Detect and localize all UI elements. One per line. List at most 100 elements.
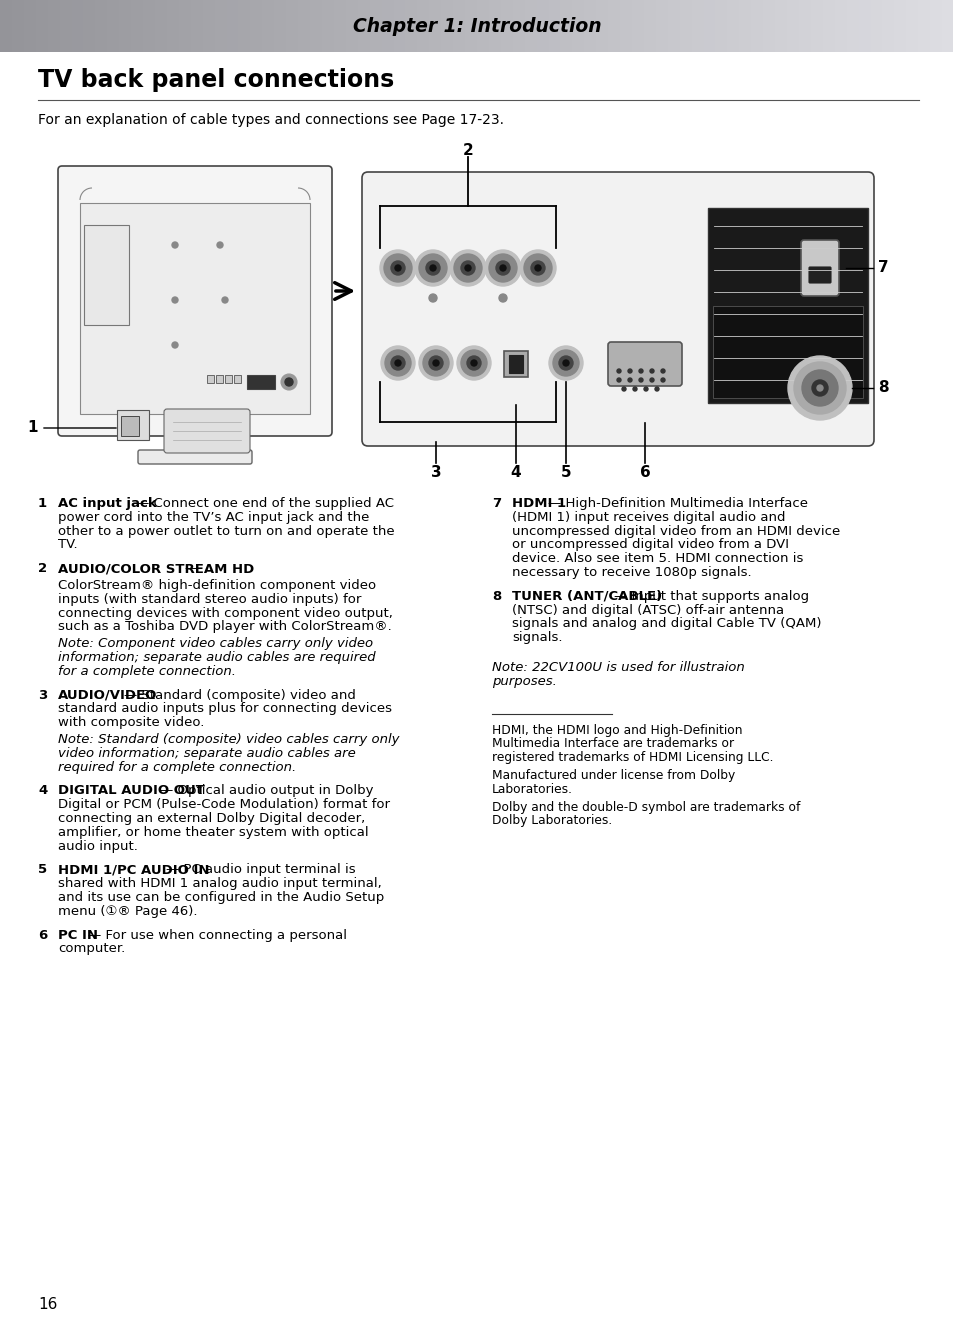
Text: — Optical audio output in Dolby: — Optical audio output in Dolby: [160, 784, 374, 798]
Text: 1: 1: [38, 497, 47, 510]
Circle shape: [553, 350, 578, 375]
Circle shape: [484, 250, 520, 286]
Bar: [643, 0, 657, 52]
Text: Chapter 1: Introduction: Chapter 1: Introduction: [353, 16, 600, 36]
Text: 16: 16: [38, 1297, 57, 1312]
Bar: [202, 0, 215, 52]
Bar: [512, 0, 525, 52]
Bar: [464, 0, 477, 52]
Bar: [167, 432, 223, 454]
Bar: [619, 0, 633, 52]
Text: such as a Toshiba DVD player with ColorStream®.: such as a Toshiba DVD player with ColorS…: [58, 620, 392, 633]
Text: signals and analog and digital Cable TV (QAM): signals and analog and digital Cable TV …: [512, 617, 821, 631]
Bar: [274, 0, 287, 52]
Bar: [429, 0, 442, 52]
Bar: [905, 0, 919, 52]
Circle shape: [639, 369, 642, 373]
Circle shape: [639, 378, 642, 382]
Bar: [215, 375, 223, 383]
Bar: [381, 0, 395, 52]
Bar: [667, 0, 680, 52]
Circle shape: [429, 294, 436, 302]
Circle shape: [471, 359, 476, 366]
Text: Manufactured under license from Dolby: Manufactured under license from Dolby: [492, 770, 735, 782]
Bar: [84, 224, 129, 325]
Text: 1: 1: [28, 421, 38, 436]
Circle shape: [801, 370, 837, 406]
Circle shape: [395, 359, 400, 366]
Bar: [929, 0, 943, 52]
Circle shape: [430, 265, 436, 271]
Bar: [369, 0, 382, 52]
FancyBboxPatch shape: [58, 166, 332, 436]
Bar: [810, 0, 823, 52]
Text: 6: 6: [639, 465, 650, 480]
Bar: [95, 0, 109, 52]
Bar: [59, 0, 72, 52]
Text: (HDMI 1) input receives digital audio and: (HDMI 1) input receives digital audio an…: [512, 510, 784, 524]
FancyBboxPatch shape: [801, 240, 838, 297]
Bar: [503, 351, 527, 377]
Bar: [834, 0, 847, 52]
Circle shape: [787, 355, 851, 420]
Text: shared with HDMI 1 analog audio input terminal,: shared with HDMI 1 analog audio input te…: [58, 878, 381, 890]
Circle shape: [460, 350, 486, 375]
Circle shape: [660, 369, 664, 373]
Bar: [762, 0, 776, 52]
Circle shape: [380, 346, 415, 379]
Bar: [712, 306, 862, 398]
Circle shape: [456, 346, 491, 379]
Text: 8: 8: [877, 381, 887, 395]
Circle shape: [467, 355, 480, 370]
Bar: [238, 0, 252, 52]
Text: Note: Standard (composite) video cables carry only: Note: Standard (composite) video cables …: [58, 733, 399, 745]
Text: purposes.: purposes.: [492, 675, 557, 688]
Circle shape: [418, 346, 453, 379]
Bar: [405, 0, 418, 52]
Bar: [774, 0, 787, 52]
Text: TUNER (ANT/CABLE): TUNER (ANT/CABLE): [512, 589, 661, 603]
Text: (NTSC) and digital (ATSC) off-air antenna: (NTSC) and digital (ATSC) off-air antenn…: [512, 604, 783, 617]
Bar: [845, 0, 859, 52]
Bar: [24, 0, 37, 52]
Bar: [247, 375, 274, 389]
Text: Dolby and the double-D symbol are trademarks of: Dolby and the double-D symbol are tradem…: [492, 800, 800, 814]
Bar: [739, 0, 752, 52]
Bar: [798, 0, 811, 52]
Text: menu (①® Page 46).: menu (①® Page 46).: [58, 904, 197, 918]
Text: registered trademarks of HDMI Licensing LLC.: registered trademarks of HDMI Licensing …: [492, 751, 773, 764]
Bar: [453, 0, 466, 52]
Bar: [559, 0, 573, 52]
Bar: [345, 0, 358, 52]
Bar: [262, 0, 275, 52]
Text: — Connect one end of the supplied AC: — Connect one end of the supplied AC: [136, 497, 394, 510]
Text: AC input jack: AC input jack: [58, 497, 156, 510]
Bar: [167, 0, 180, 52]
Circle shape: [793, 362, 845, 414]
Bar: [225, 375, 232, 383]
Bar: [35, 0, 49, 52]
Bar: [83, 0, 96, 52]
Circle shape: [660, 378, 664, 382]
Text: required for a complete connection.: required for a complete connection.: [58, 760, 296, 774]
Circle shape: [816, 385, 822, 391]
Bar: [750, 0, 763, 52]
Bar: [509, 355, 522, 373]
Text: — High-Definition Multimedia Interface: — High-Definition Multimedia Interface: [547, 497, 807, 510]
Text: 4: 4: [510, 465, 520, 480]
Bar: [583, 0, 597, 52]
Bar: [11, 0, 25, 52]
Circle shape: [562, 359, 568, 366]
Bar: [691, 0, 704, 52]
Circle shape: [281, 374, 296, 390]
Text: Multimedia Interface are trademarks or: Multimedia Interface are trademarks or: [492, 737, 734, 751]
Circle shape: [627, 378, 631, 382]
Text: Dolby Laboratories.: Dolby Laboratories.: [492, 815, 612, 827]
Text: information; separate audio cables are required: information; separate audio cables are r…: [58, 651, 375, 664]
Text: 3: 3: [38, 688, 48, 701]
Text: HDMI 1: HDMI 1: [512, 497, 565, 510]
Circle shape: [531, 261, 544, 275]
Bar: [357, 0, 371, 52]
Text: with composite video.: with composite video.: [58, 716, 204, 729]
Circle shape: [649, 378, 654, 382]
